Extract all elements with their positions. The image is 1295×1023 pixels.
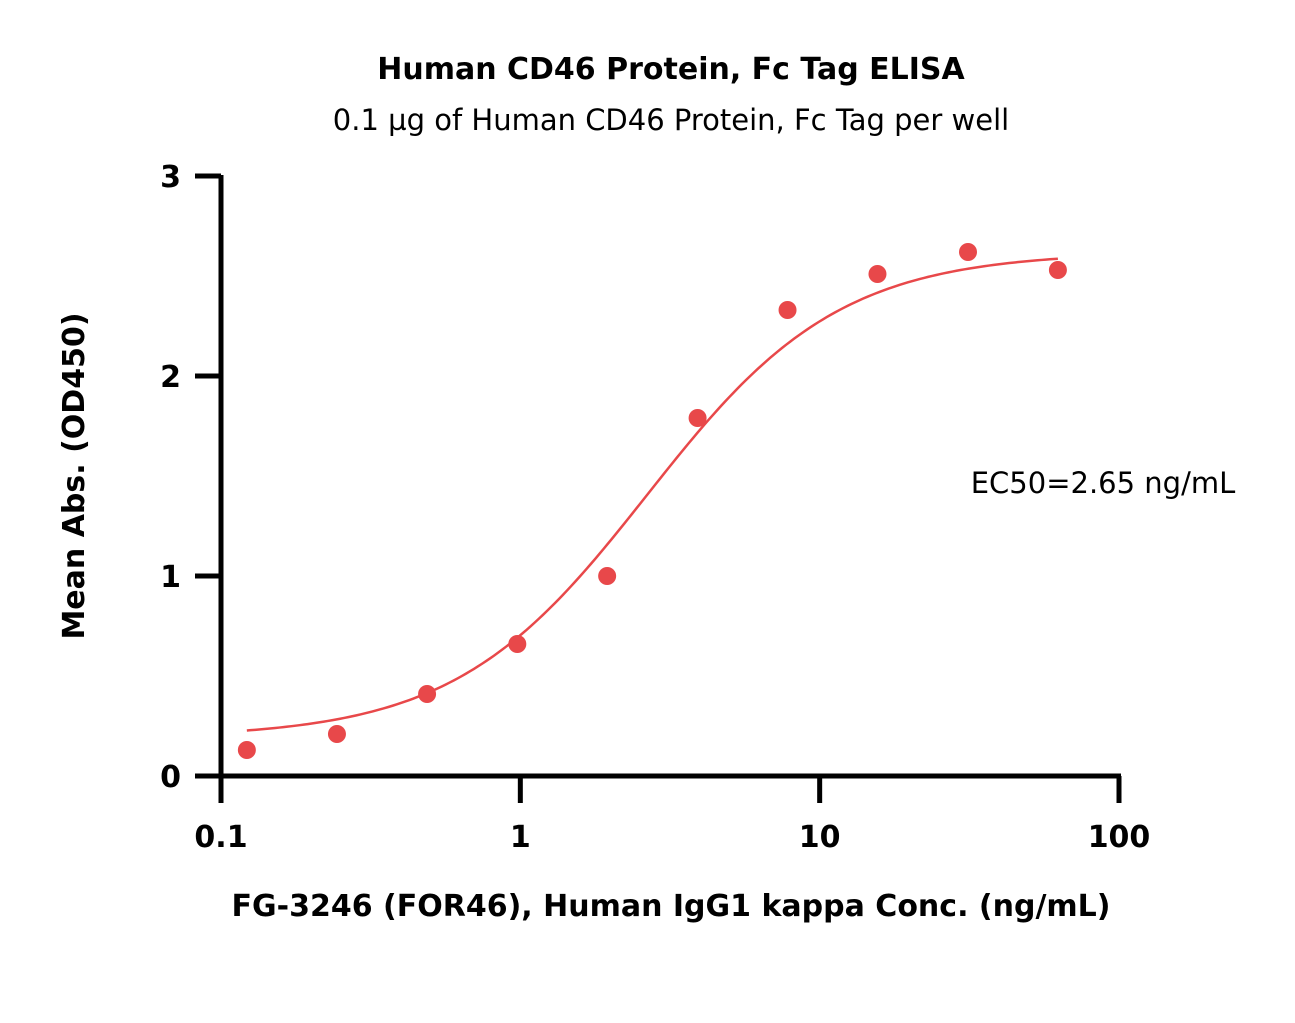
data-point [868, 265, 887, 283]
x-axis-label: FG-3246 (FOR46), Human IgG1 kappa Conc. … [232, 889, 1111, 924]
y-tick-label-1: 1 [160, 560, 181, 595]
fit-curve [246, 257, 1058, 732]
x-tick-label-3: 100 [1088, 820, 1151, 855]
data-point [598, 567, 617, 585]
y-tick-label-0: 0 [160, 760, 181, 795]
chart-title: Human CD46 Protein, Fc Tag ELISA [377, 52, 965, 87]
data-point [508, 635, 527, 653]
y-axis-label: Mean Abs. (OD450) [57, 312, 92, 639]
data-point [237, 741, 256, 759]
chart-subtitle: 0.1 µg of Human CD46 Protein, Fc Tag per… [333, 103, 1009, 137]
y-tick-label-3: 3 [160, 160, 181, 195]
x-tick-label-0: 0.1 [194, 820, 247, 855]
data-points [237, 243, 1067, 759]
data-point [958, 243, 977, 261]
data-point [327, 725, 346, 743]
data-point [688, 409, 707, 427]
data-point [778, 301, 797, 319]
y-ticks: 0 1 2 3 [160, 160, 221, 795]
axes [218, 175, 1121, 779]
data-point [418, 685, 437, 703]
ec50-annotation: EC50=2.65 ng/mL [971, 466, 1236, 500]
x-ticks: 0.1 1 10 100 [194, 776, 1150, 855]
y-tick-label-2: 2 [160, 360, 181, 395]
x-tick-label-1: 1 [510, 820, 531, 855]
data-point [1048, 261, 1067, 279]
x-tick-label-2: 10 [799, 820, 841, 855]
